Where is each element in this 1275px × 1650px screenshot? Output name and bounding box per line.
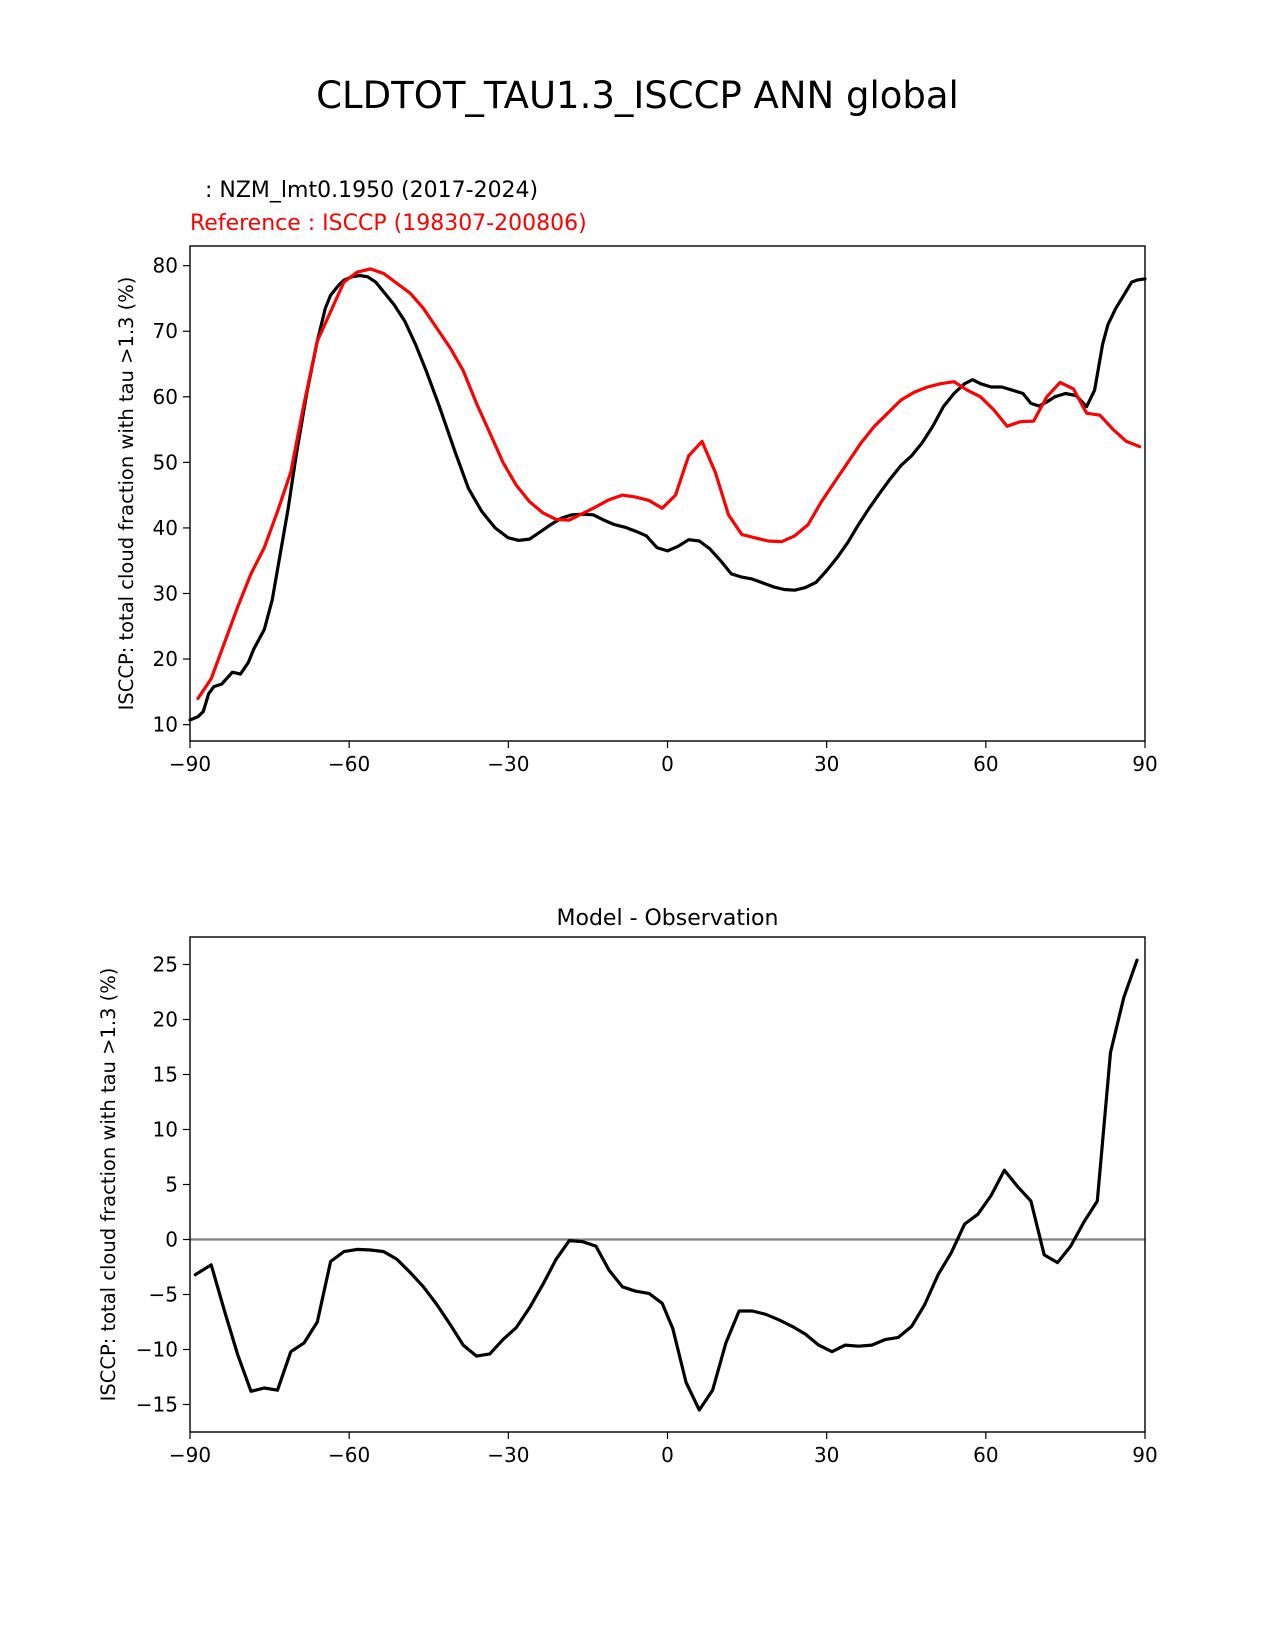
top-panel-zonal-mean: −90 −60 −30 0 30 60 90 10 20 30 40 50 60 70 80 ISCCP: t…	[115, 178, 1158, 776]
panel-title: Model - Observation	[557, 906, 779, 931]
x-tick-label: 0	[661, 1443, 674, 1467]
x-tick-label: 60	[973, 752, 998, 776]
y-tick-label: 15	[153, 1063, 178, 1087]
x-tick-label: −90	[169, 1443, 211, 1467]
y-tick-label: 5	[165, 1173, 178, 1197]
y-axis-label: ISCCP: total cloud fraction with tau >1.…	[115, 277, 138, 711]
figure-suptitle: CLDTOT_TAU1.3_ISCCP ANN global	[316, 74, 959, 117]
x-tick-label: −30	[487, 752, 529, 776]
series-line-difference	[193, 958, 1139, 1412]
y-tick-label: 0	[165, 1228, 178, 1252]
reference-title: Reference : ISCCP (198307-200806)	[190, 211, 587, 236]
y-tick-label: 70	[153, 319, 178, 343]
y-tick-label: 30	[153, 581, 178, 605]
plot-frame	[189, 936, 1146, 1433]
x-tick-label: 30	[814, 1443, 839, 1467]
y-tick-label: 50	[153, 450, 178, 474]
plot-frame	[189, 245, 1146, 742]
y-tick-label: 10	[153, 1118, 178, 1142]
y-tick-label: 60	[153, 385, 178, 409]
y-tick-label: 80	[153, 254, 178, 278]
series-line-ref	[196, 267, 1142, 701]
x-tick-label: 60	[973, 1443, 998, 1467]
x-tick-label: −60	[328, 1443, 370, 1467]
y-tick-label: 40	[153, 516, 178, 540]
y-tick-label: −5	[149, 1283, 178, 1307]
x-tick-label: 30	[814, 752, 839, 776]
y-tick-label: −10	[136, 1338, 178, 1362]
x-tick-label: −30	[487, 1443, 529, 1467]
test-title: : NZM_lmt0.1950 (2017-2024)	[205, 178, 538, 203]
x-tick-label: −60	[328, 752, 370, 776]
y-axis-label: ISCCP: total cloud fraction with tau >1.…	[97, 968, 120, 1402]
x-tick-label: 90	[1132, 752, 1157, 776]
y-tick-label: 25	[153, 953, 178, 977]
bottom-panel-difference: −90 −60 −30 0 30 60 90 −15 −10 −5 0 5 10 15 20 25 ISCCP:…	[97, 906, 1158, 1467]
x-tick-label: 90	[1132, 1443, 1157, 1467]
x-tick-label: 0	[661, 752, 674, 776]
y-tick-label: 20	[153, 647, 178, 671]
y-tick-label: 20	[153, 1008, 178, 1032]
series-line-test	[188, 273, 1147, 722]
x-tick-label: −90	[169, 752, 211, 776]
y-tick-label: 10	[153, 713, 178, 737]
y-tick-label: −15	[136, 1393, 178, 1417]
